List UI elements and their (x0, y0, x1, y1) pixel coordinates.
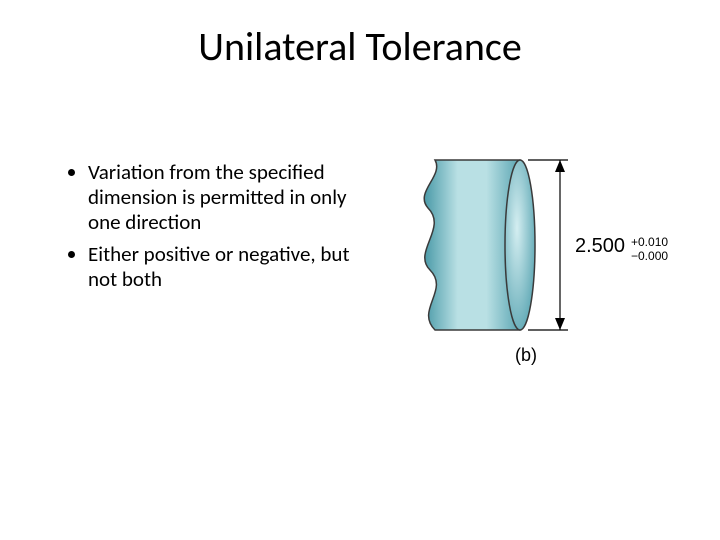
bullet-list: Variation from the specified dimension i… (60, 160, 360, 298)
figure-sublabel: (b) (515, 345, 537, 366)
tolerance-plus: +0.010 (631, 235, 668, 249)
tolerance-minus: −0.000 (631, 249, 668, 263)
page-title: Unilateral Tolerance (0, 22, 720, 71)
slide: Unilateral Tolerance Variation from the … (0, 0, 720, 540)
cylinder-face (505, 160, 535, 330)
bullet-item: Variation from the specified dimension i… (88, 160, 360, 236)
arrowhead-top (555, 160, 565, 172)
arrowhead-bottom (555, 318, 565, 330)
dimension-value: 2.500 (575, 235, 625, 258)
bullet-item: Either positive or negative, but not bot… (88, 242, 360, 292)
tolerance-figure: 2.500 +0.010 −0.000 (b) (400, 150, 700, 370)
